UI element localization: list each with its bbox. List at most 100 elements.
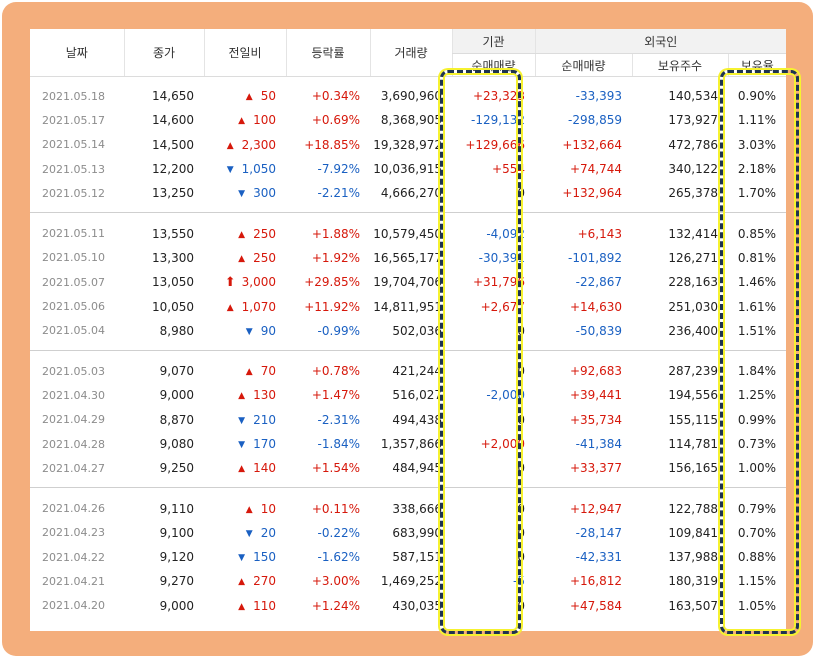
cell-volume: 421,244 — [392, 364, 442, 379]
cell-close: 9,100 — [159, 525, 194, 540]
cell-inst-net: -30,391 — [478, 250, 525, 265]
table-body: 2021.05.18 14,650 ▲ 50 +0.34% 3,690,960 +23,32… — [30, 77, 786, 625]
table-row: 2021.05.17 14,600 ▲ 100 +0.69% 8,368,905 -129,… — [30, 108, 786, 132]
cell-date: 2021.05.17 — [42, 113, 105, 127]
table-row: 2021.05.04 8,980 ▼ 90 -0.99% 502,036 0 -50,839 2… — [30, 319, 786, 343]
change-value: 300 — [253, 186, 276, 201]
cell-volume: 14,811,951 — [373, 299, 442, 314]
table-row: 2021.04.21 9,270 ▲ 270 +3.00% 1,469,252 -5 +16,… — [30, 569, 786, 593]
cell-rate: +0.34% — [311, 89, 360, 104]
cell-change: ▲ 70 — [204, 359, 286, 383]
cell-close: 14,500 — [152, 137, 194, 152]
header-date[interactable]: 날짜 — [30, 29, 124, 77]
table-row: 2021.05.18 14,650 ▲ 50 +0.34% 3,690,960 +23,32… — [30, 84, 786, 108]
cell-inst-net: 0 — [517, 323, 525, 338]
group-spacer — [30, 352, 786, 359]
cell-frn-hold: 265,378 — [668, 186, 718, 201]
highlight-box-frn-ratio — [720, 70, 799, 634]
cell-change: ▲ 2,300 — [204, 133, 286, 157]
cell-change: ▲ 110 — [204, 594, 286, 618]
cell-inst-net: +554 — [492, 162, 525, 177]
up-triangle-icon: ▲ — [238, 601, 246, 612]
cell-volume: 16,565,177 — [373, 250, 442, 265]
cell-inst-net: 0 — [517, 186, 525, 201]
cell-rate: +1.24% — [311, 598, 360, 613]
cell-frn-hold: 472,786 — [668, 137, 718, 152]
cell-frn-hold: 122,788 — [668, 501, 718, 516]
change-value: 2,300 — [241, 137, 276, 152]
cell-change: ▼ 20 — [204, 521, 286, 545]
table-row: 2021.05.14 14,500 ▲ 2,300 +18.85% 19,328,972 +… — [30, 133, 786, 157]
cell-inst-net: +2,000 — [480, 437, 525, 451]
change-value: 170 — [253, 437, 276, 451]
cell-volume: 683,990 — [392, 525, 442, 540]
cell-frn-hold: 236,400 — [668, 323, 718, 338]
cell-frn-hold: 114,781 — [668, 437, 718, 451]
group-spacer — [30, 214, 786, 221]
up-triangle-icon: ▲ — [238, 577, 246, 588]
cell-frn-net: +14,630 — [569, 299, 622, 314]
cell-close: 9,000 — [159, 388, 194, 403]
cell-rate: -2.31% — [317, 412, 360, 427]
header-close[interactable]: 종가 — [123, 29, 204, 77]
cell-close: 9,270 — [159, 574, 194, 589]
down-triangle-icon: ▼ — [245, 528, 253, 539]
spacer-cell — [30, 480, 786, 488]
cell-date: 2021.04.30 — [42, 388, 105, 402]
cell-inst-net: 0 — [517, 364, 525, 379]
cell-frn-net: +35,734 — [569, 412, 622, 427]
cell-close: 9,250 — [159, 461, 194, 476]
change-value: 150 — [253, 550, 276, 565]
up-triangle-icon: ▲ — [238, 253, 246, 264]
change-value: 270 — [253, 574, 276, 589]
header-foreign: 외국인 — [534, 29, 786, 54]
cell-close: 9,080 — [159, 437, 194, 451]
cell-rate: -2.21% — [317, 186, 360, 201]
change-value: 210 — [253, 412, 276, 427]
cell-inst-net: 0 — [517, 412, 525, 427]
cell-rate: -1.62% — [317, 550, 360, 565]
header-rate[interactable]: 등락률 — [285, 29, 370, 77]
table-header: 날짜 종가 전일비 등락률 거래량 기관 외국인 순매매량 순매매량 보유주수 … — [30, 29, 786, 77]
cell-date: 2021.04.26 — [42, 502, 105, 516]
cell-frn-ratio: 1.15% — [737, 574, 777, 589]
header-volume[interactable]: 거래량 — [369, 29, 452, 77]
cell-frn-hold: 180,319 — [668, 574, 718, 589]
cell-date: 2021.04.22 — [42, 550, 105, 564]
cell-date: 2021.05.06 — [42, 300, 105, 314]
table-row: 2021.05.07 13,050 ⬆ 3,000 +29.85% 19,704,706 +… — [30, 270, 786, 294]
cell-volume: 484,945 — [392, 461, 442, 476]
cell-rate: +3.00% — [311, 574, 360, 589]
cell-change: ▲ 250 — [204, 246, 286, 270]
cell-frn-ratio: 1.25% — [737, 388, 777, 403]
cell-close: 8,980 — [159, 323, 194, 338]
cell-volume: 4,666,270 — [380, 186, 442, 201]
spacer-cell — [30, 214, 786, 221]
cell-inst-net: -129,132 — [471, 113, 525, 128]
up-triangle-icon: ▲ — [245, 367, 253, 378]
header-frn-hold[interactable]: 보유주수 — [631, 53, 728, 77]
cell-volume: 10,579,450 — [373, 226, 442, 241]
cell-frn-ratio: 0.88% — [737, 550, 777, 565]
cell-frn-ratio: 2.18% — [737, 162, 777, 177]
cell-frn-net: -50,839 — [575, 323, 622, 338]
cell-frn-net: +33,377 — [569, 461, 622, 476]
cell-frn-ratio: 0.79% — [737, 501, 777, 516]
cell-frn-hold: 109,841 — [668, 525, 718, 540]
table-row: 2021.04.22 9,120 ▼ 150 -1.62% 587,151 0 -42,331… — [30, 545, 786, 569]
spacer-cell — [30, 489, 786, 496]
cell-change: ▼ 300 — [204, 181, 286, 205]
cell-frn-hold: 194,556 — [668, 388, 718, 403]
up-triangle-icon: ▲ — [238, 229, 246, 240]
cell-rate: +1.92% — [311, 250, 360, 265]
cell-rate: +1.47% — [311, 388, 360, 403]
header-frn-net[interactable]: 순매매량 — [534, 53, 632, 77]
cell-change: ▼ 90 — [204, 319, 286, 343]
cell-volume: 1,357,866 — [380, 437, 442, 451]
cell-inst-net: 0 — [517, 550, 525, 565]
cell-frn-net: -22,867 — [575, 275, 622, 290]
header-change[interactable]: 전일비 — [203, 29, 286, 77]
cell-rate: +1.54% — [311, 461, 360, 476]
group-spacer — [30, 489, 786, 496]
cell-date: 2021.05.12 — [42, 186, 105, 200]
